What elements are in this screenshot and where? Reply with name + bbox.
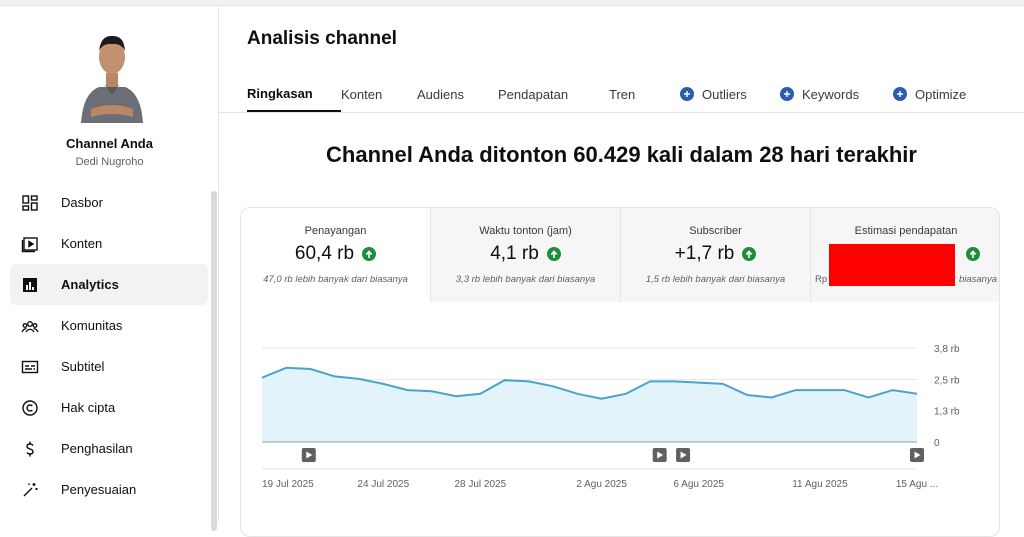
- currency-prefix: Rp: [815, 274, 828, 285]
- metric-tabs: Penayangan 60,4 rb 47,0 rb lebih banyak …: [241, 208, 999, 302]
- sidebar-item-penghasilan[interactable]: Penghasilan: [10, 428, 208, 469]
- video-marker[interactable]: [910, 448, 924, 462]
- arrow-up-icon: [546, 247, 561, 261]
- channel-owner: Dedi Nugroho: [75, 156, 144, 168]
- sidebar-item-label: Penghasilan: [61, 441, 133, 456]
- subtitles-icon: [21, 358, 39, 376]
- tab-outliers[interactable]: Outliers: [680, 76, 780, 112]
- content-icon: [21, 235, 39, 253]
- sidebar-item-analytics[interactable]: Analytics: [10, 264, 208, 305]
- sidebar-item-label: Subtitel: [61, 359, 105, 374]
- tab-optimize[interactable]: Optimize: [893, 76, 983, 112]
- tab-konten[interactable]: Konten: [341, 86, 383, 102]
- tab-keywords[interactable]: Keywords: [780, 76, 893, 112]
- play-icon: [680, 451, 687, 459]
- area-fill: [262, 367, 917, 442]
- views-chart: 3,8 rb 2,5 rb 1,3 rb 0 19 Jul 2025 24 Jul 202…: [261, 344, 960, 490]
- sidebar-item-konten[interactable]: Konten: [10, 223, 208, 264]
- arrow-up-icon: [362, 247, 377, 261]
- metric-estimated-revenue[interactable]: Estimasi pendapatan Rp biasanya: [811, 208, 999, 302]
- sidebar-item-label: Penyesuaian: [61, 482, 137, 497]
- metric-watch-time[interactable]: Waktu tonton (jam) 4,1 rb 3,3 rb lebih b…: [431, 208, 621, 302]
- copyright-icon: [21, 399, 39, 417]
- dollar-icon: [21, 440, 39, 458]
- sidebar-item-dasbor[interactable]: Dasbor: [10, 182, 208, 223]
- x-tick-label: 11 Agu 2025: [792, 479, 848, 490]
- sidebar-item-label: Konten: [61, 236, 103, 251]
- y-tick-label: 0: [934, 438, 940, 449]
- x-tick-label: 19 Jul 2025: [262, 479, 314, 490]
- avatar[interactable]: [77, 27, 147, 123]
- tab-pendapatan[interactable]: Pendapatan: [498, 86, 569, 102]
- sidebar-item-label: Dasbor: [61, 195, 103, 210]
- sidebar-item-hak-cipta[interactable]: Hak cipta: [10, 387, 208, 428]
- play-icon: [914, 451, 921, 459]
- x-tick-label: 2 Agu 2025: [576, 479, 627, 490]
- tabs-divider: [219, 112, 1024, 113]
- play-icon: [306, 451, 313, 459]
- community-icon: [21, 317, 39, 335]
- video-marker[interactable]: [676, 448, 691, 462]
- tab-ringkasan[interactable]: Ringkasan: [247, 76, 341, 112]
- tab-bar: Ringkasan Konten Audiens Pendapatan Tren…: [247, 76, 983, 114]
- tab-audiens[interactable]: Audiens: [417, 86, 464, 102]
- extension-icon: [893, 87, 907, 101]
- sidebar-item-label: Komunitas: [61, 318, 123, 333]
- video-marker[interactable]: [301, 448, 316, 462]
- revenue-note: biasanya: [958, 274, 997, 285]
- extension-icon: [680, 87, 694, 101]
- x-tick-label: 6 Agu 2025: [673, 479, 724, 490]
- sidebar-item-label: Analytics: [61, 277, 119, 292]
- redaction-box: [829, 244, 955, 286]
- sidebar-scrollbar[interactable]: [211, 191, 217, 531]
- series-line: [261, 366, 918, 400]
- channel-name: Channel Anda: [66, 136, 153, 151]
- dashboard-icon: [21, 194, 39, 212]
- play-icon: [657, 451, 664, 459]
- sidebar: Channel Anda Dedi Nugroho Dasbor Konten …: [0, 6, 219, 531]
- y-tick-label: 1,3 rb: [934, 407, 960, 418]
- sidebar-item-komunitas[interactable]: Komunitas: [10, 305, 208, 346]
- metric-views[interactable]: Penayangan 60,4 rb 47,0 rb lebih banyak …: [241, 208, 431, 302]
- x-tick-label: 15 Agu ...: [896, 479, 938, 490]
- sidebar-nav: Dasbor Konten Analytics Komunitas Subtit…: [10, 182, 208, 510]
- arrow-up-icon: [742, 247, 757, 261]
- sidebar-item-subtitel[interactable]: Subtitel: [10, 346, 208, 387]
- extension-icon: [780, 87, 794, 101]
- top-divider: [0, 0, 1024, 6]
- summary-headline: Channel Anda ditonton 60.429 kali dalam …: [326, 142, 917, 167]
- arrow-up-icon: [966, 247, 980, 261]
- video-marker[interactable]: [652, 448, 667, 462]
- sidebar-item-label: Hak cipta: [61, 400, 116, 415]
- overview-card: Penayangan 60,4 rb 47,0 rb lebih banyak …: [240, 207, 1000, 537]
- y-tick-label: 3,8 rb: [934, 344, 960, 355]
- metric-subscribers[interactable]: Subscriber +1,7 rb 1,5 rb lebih banyak d…: [621, 208, 811, 302]
- tab-tren[interactable]: Tren: [609, 86, 636, 102]
- page-title: Analisis channel: [247, 28, 397, 49]
- sidebar-item-penyesuaian[interactable]: Penyesuaian: [10, 469, 208, 510]
- x-tick-label: 28 Jul 2025: [454, 479, 506, 490]
- magic-wand-icon: [21, 481, 39, 499]
- analytics-icon: [21, 276, 39, 294]
- x-tick-label: 24 Jul 2025: [357, 479, 409, 490]
- y-tick-label: 2,5 rb: [934, 375, 960, 386]
